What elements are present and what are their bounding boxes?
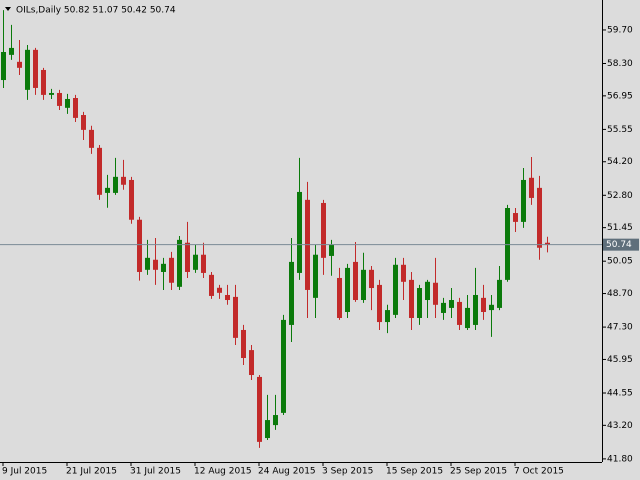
candle-body (257, 376, 262, 442)
y-tick-label: 58.30 (607, 59, 633, 69)
candle-body (345, 267, 350, 312)
candle-body (49, 92, 54, 95)
candle-body (81, 115, 86, 130)
candle-body (33, 49, 38, 88)
candle-body (1, 51, 6, 81)
candle-body (65, 98, 70, 108)
candle-body (537, 187, 542, 248)
x-tick-label: 21 Jul 2015 (66, 467, 117, 477)
candle-body (73, 98, 78, 118)
candle-body (233, 296, 238, 338)
y-tick-label: 48.70 (607, 289, 633, 299)
candle-body (41, 69, 46, 95)
y-tick-label: 41.80 (607, 454, 633, 464)
candle-body (393, 264, 398, 315)
y-tick-label: 51.45 (607, 223, 633, 233)
y-tick-label: 54.20 (607, 157, 633, 167)
candle-body (209, 274, 214, 296)
candle-body (313, 254, 318, 298)
y-tick-label: 56.95 (607, 91, 633, 101)
candle-body (521, 179, 526, 222)
candle-body (481, 297, 486, 312)
candle-body (361, 269, 366, 301)
candle-body (9, 47, 14, 55)
candle-body (337, 277, 342, 318)
candle-body (409, 279, 414, 318)
candle-body (145, 257, 150, 270)
candle-body (169, 257, 174, 283)
candle-body (329, 244, 334, 256)
candle-body (441, 302, 446, 313)
candle-body (497, 279, 502, 308)
candle-body (57, 92, 62, 106)
x-tick-label: 3 Sep 2015 (322, 467, 373, 477)
y-tick-label: 47.30 (607, 323, 633, 333)
candle-body (401, 264, 406, 282)
candle-body (369, 269, 374, 289)
x-tick-label: 12 Aug 2015 (194, 467, 252, 477)
candle-body (433, 282, 438, 305)
candle-body (177, 239, 182, 287)
candle-body (529, 177, 534, 198)
candle-body (489, 304, 494, 311)
candle-body (129, 179, 134, 220)
candle-body (249, 350, 254, 376)
candle-body (297, 191, 302, 273)
candle-body (473, 294, 478, 325)
candle-body (161, 263, 166, 272)
candle-body (193, 254, 198, 270)
x-tick-label: 25 Sep 2015 (450, 467, 507, 477)
candle-body (289, 261, 294, 325)
candle-body (137, 219, 142, 272)
y-tick-label: 44.55 (607, 388, 633, 398)
candle-body (385, 310, 390, 323)
candle-body (185, 242, 190, 272)
x-tick-label: 24 Aug 2015 (258, 467, 316, 477)
candle-body (545, 242, 550, 245)
candle-body (97, 147, 102, 195)
price-label: 50.74 (606, 240, 632, 250)
candle-body (121, 176, 126, 185)
y-tick-label: 50.05 (607, 257, 633, 267)
y-tick-label: 55.55 (607, 125, 633, 135)
candle-body (449, 300, 454, 308)
y-tick-label: 43.20 (607, 421, 633, 431)
y-tick-label: 59.70 (607, 25, 633, 35)
candle-body (465, 307, 470, 329)
candle-body (425, 281, 430, 301)
candle-body (17, 61, 22, 68)
chart-title: OILs,Daily 50.82 51.07 50.42 50.74 (16, 6, 176, 16)
candle-body (113, 176, 118, 193)
y-tick-label: 45.95 (607, 355, 633, 365)
menu-icon[interactable] (5, 7, 11, 11)
candle-body (505, 207, 510, 280)
x-tick-label: 15 Sep 2015 (386, 467, 443, 477)
candle-body (265, 420, 270, 439)
candle-body (153, 259, 158, 270)
candle-body (321, 202, 326, 258)
candle-body (513, 213, 518, 222)
y-tick-label: 52.80 (607, 191, 633, 201)
x-tick-label: 31 Jul 2015 (130, 467, 181, 477)
candle-body (89, 129, 94, 148)
candle-body (353, 261, 358, 301)
x-tick-label: 9 Jul 2015 (2, 467, 47, 477)
candle-body (273, 415, 278, 426)
candle-body (105, 187, 110, 193)
x-tick-label: 7 Oct 2015 (514, 467, 564, 477)
candle-body (281, 319, 286, 413)
candle-body (457, 301, 462, 325)
price-label-box (603, 238, 639, 251)
candle-body (417, 288, 422, 318)
candle-body (201, 254, 206, 273)
candle-body (377, 284, 382, 323)
candle-body (217, 287, 222, 293)
candle-body (225, 294, 230, 301)
candle-body (241, 329, 246, 359)
candle-body (25, 49, 30, 90)
